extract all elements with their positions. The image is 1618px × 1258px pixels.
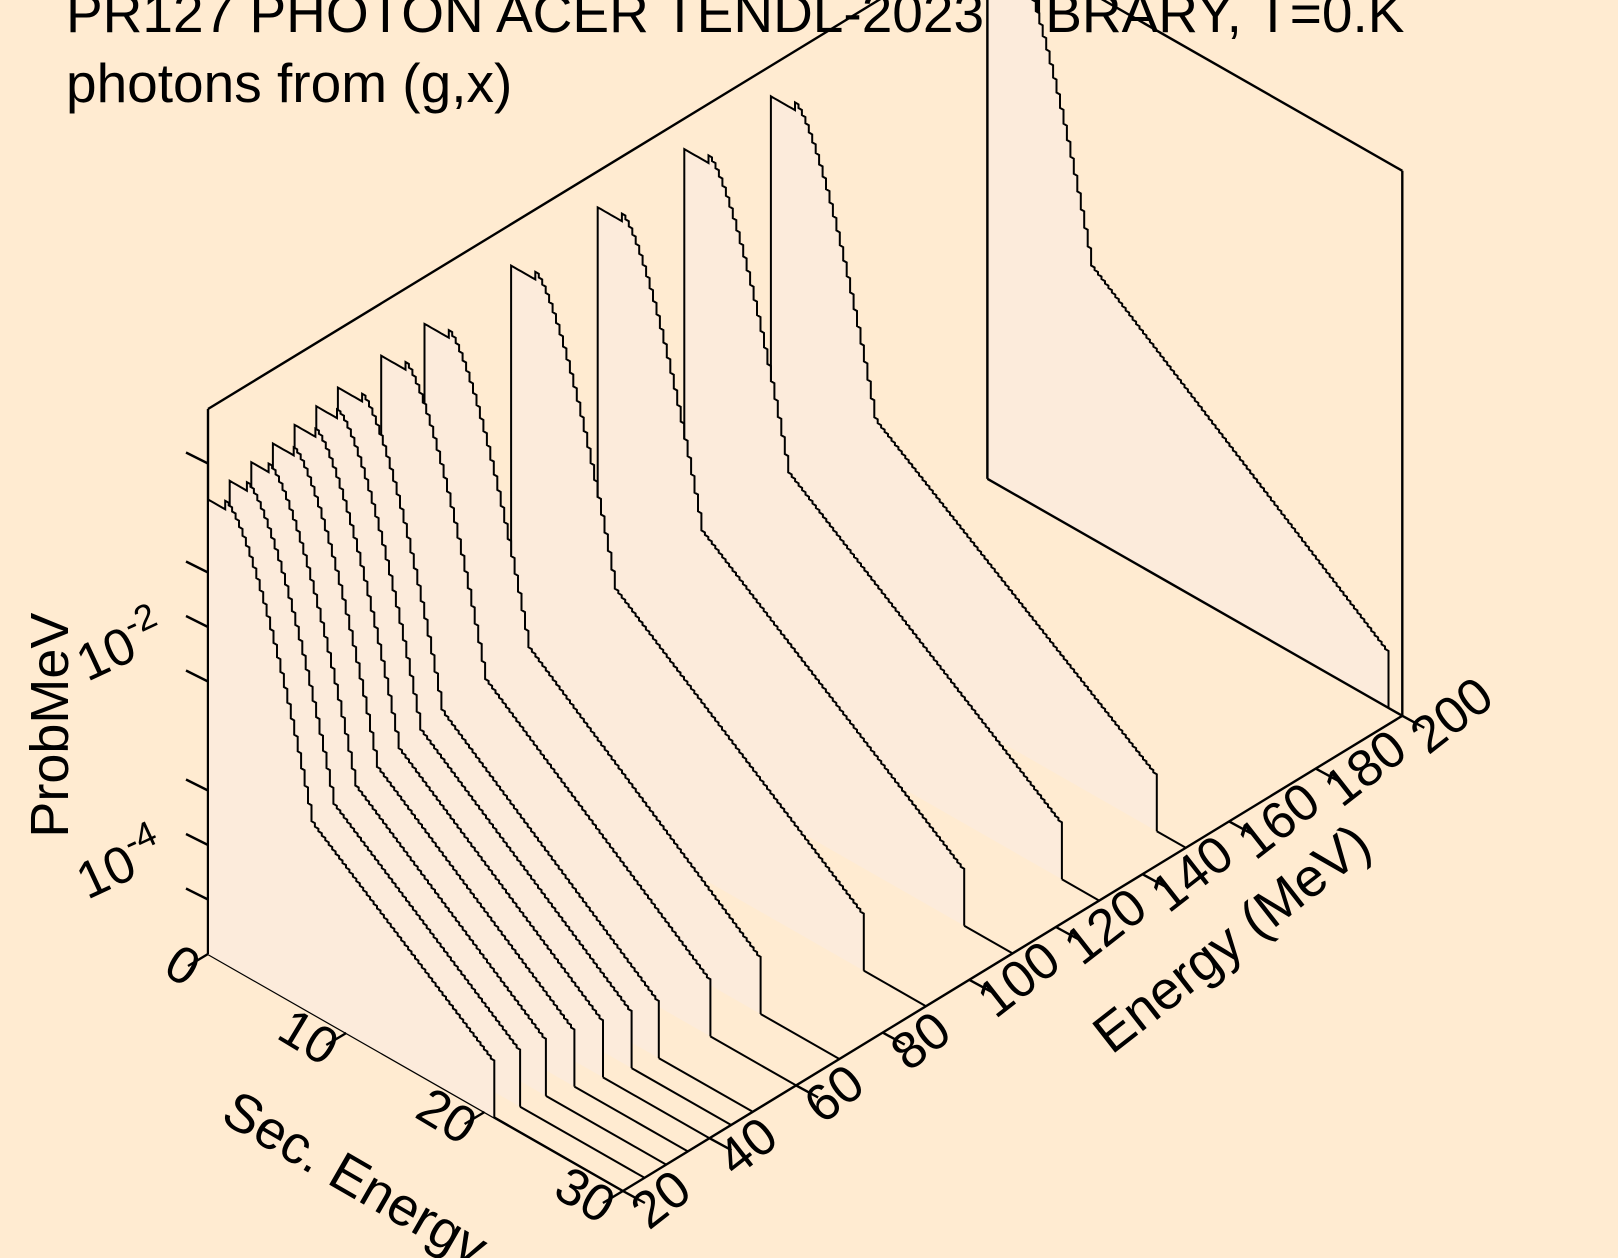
z-tick--2 <box>185 614 209 629</box>
chart-title-block: PR127 PHOTON ACER TENDL-2023 LIBRARY, T=… <box>66 0 1404 118</box>
z-tick-label--2: 10-2 <box>64 594 174 693</box>
z-tick <box>185 778 209 792</box>
spectrum-line-70 <box>423 322 762 1014</box>
spectrum-baseline-20 <box>493 1116 624 1192</box>
energy-tick-label-200: 200 <box>1400 666 1504 765</box>
energy-tick-120 <box>1055 925 1079 941</box>
x-tick-30 <box>602 1189 624 1205</box>
spectrum-baseline-60 <box>709 1035 797 1087</box>
spectrum-baseline-35 <box>573 1085 689 1153</box>
z-tick <box>185 887 209 901</box>
energy-floor-edge <box>622 714 1403 1193</box>
spectrum-area-200 <box>987 0 1389 708</box>
spectrum-line-25 <box>228 479 522 1107</box>
spectrum-baseline-40 <box>602 1076 710 1140</box>
spectrum-line-20 <box>207 497 496 1118</box>
spectrum-200-mev <box>986 0 1403 717</box>
spectrum-baseline-130 <box>1061 878 1100 902</box>
spectrum-baseline-30 <box>545 1095 667 1166</box>
chart-subtitle: photons from (g,x) <box>66 52 513 114</box>
x-tick-20 <box>463 1110 486 1126</box>
chart-title: PR127 PHOTON ACER TENDL-2023 LIBRARY, T=… <box>66 0 1405 44</box>
spectrum-line-150 <box>769 94 1158 832</box>
series-group <box>207 0 1403 1192</box>
z-tick-label--4: 10-4 <box>64 812 174 911</box>
x-tick-label-30: 30 <box>545 1156 624 1236</box>
spectrum-line-50 <box>336 385 660 1059</box>
spectrum-line-35 <box>271 441 576 1087</box>
z-axis-title: ProbMeV <box>20 613 80 838</box>
z-tick <box>185 669 209 683</box>
spectrum-baseline-45 <box>631 1067 732 1126</box>
spectrum-20-mev <box>207 497 624 1192</box>
x-tick-10 <box>325 1031 347 1047</box>
z-tick <box>185 560 209 574</box>
energy-tick-label-180: 180 <box>1313 719 1417 818</box>
energy-tick-label-120: 120 <box>1054 877 1158 976</box>
right-top-edge <box>1100 0 1403 172</box>
spectrum-line-30 <box>250 460 547 1096</box>
energy-tick-140 <box>1141 873 1166 888</box>
energy-tick-20 <box>622 1189 646 1205</box>
z-tick--4 <box>185 832 209 847</box>
energy-tick-60 <box>795 1084 819 1099</box>
spectrum-line-45 <box>315 404 633 1069</box>
spectrum-baseline-50 <box>658 1057 754 1113</box>
spectrum-line-60 <box>380 353 712 1037</box>
x-tick-0 <box>187 952 209 968</box>
energy-tick-180 <box>1315 767 1339 782</box>
energy-tick-40 <box>708 1137 733 1152</box>
energy-tick-label-100: 100 <box>967 930 1071 1029</box>
energy-tick-160 <box>1228 820 1252 835</box>
energy-tick-label-60: 60 <box>794 1054 875 1135</box>
spectrum-baseline-90 <box>863 969 927 1008</box>
spectrum-baseline-110 <box>963 924 1014 955</box>
spectrum-baseline-150 <box>1156 830 1187 849</box>
energy-tick-label-80: 80 <box>880 1001 961 1082</box>
back-floor-edge <box>986 477 1403 717</box>
spectrum-line-110 <box>596 205 966 926</box>
spectrum-line-90 <box>510 263 865 971</box>
x-tick-label-0: 0 <box>155 934 210 999</box>
back-top-edge <box>207 0 882 411</box>
spectrum-area-20 <box>208 499 495 1118</box>
energy-tick-80 <box>882 1031 906 1046</box>
spectrum-line-200 <box>986 0 1390 708</box>
z-tick <box>185 451 209 465</box>
spectrum-line-40 <box>293 423 604 1078</box>
spectrum-baseline-25 <box>519 1105 646 1179</box>
energy-tick-200 <box>1401 714 1425 729</box>
energy-tick-100 <box>968 978 992 993</box>
spectrum-line-130 <box>683 147 1063 880</box>
spectrum-baseline-70 <box>760 1013 840 1060</box>
